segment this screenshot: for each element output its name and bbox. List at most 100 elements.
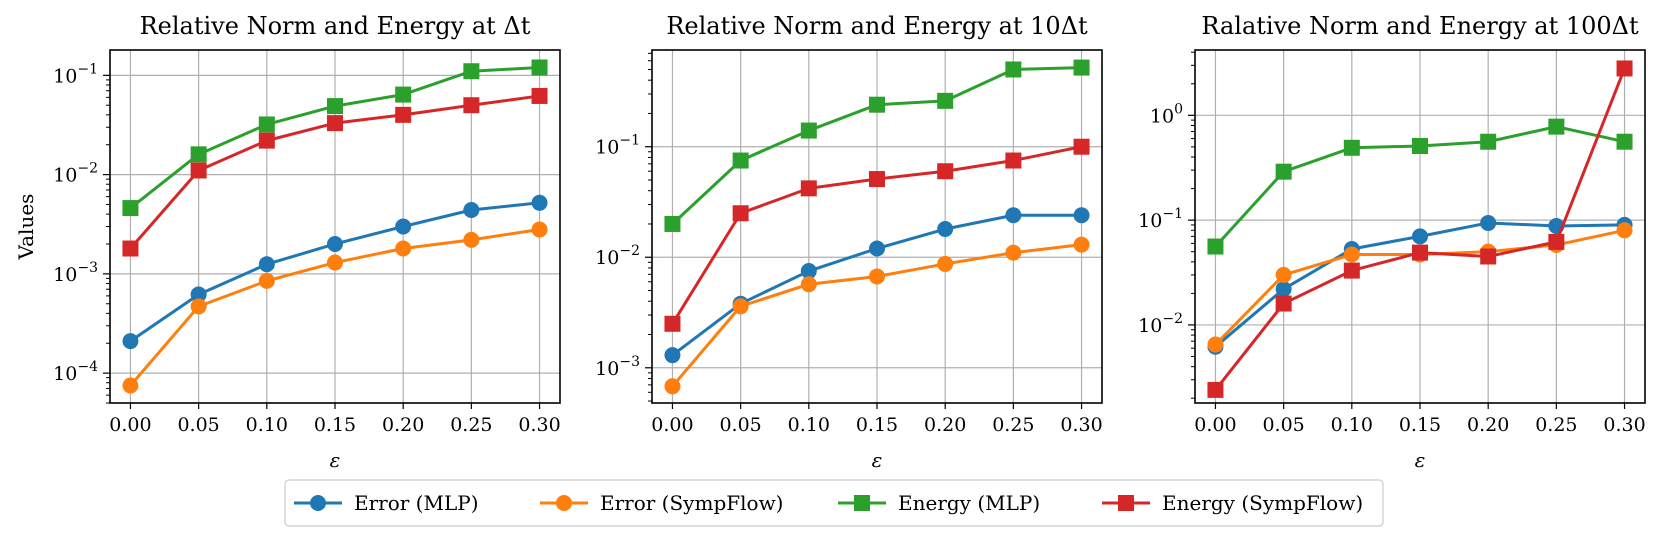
data-point — [937, 221, 954, 238]
data-point — [869, 171, 885, 188]
data-point — [664, 215, 681, 232]
x-tick-label: 0.20 — [1467, 414, 1509, 436]
data-point — [1480, 214, 1497, 231]
legend-label-error-sympflow: Error (SympFlow) — [600, 491, 784, 515]
series-energy-mlp — [122, 59, 548, 217]
data-point — [937, 92, 954, 109]
data-point — [1005, 244, 1022, 261]
data-point — [1275, 266, 1292, 283]
data-point — [1073, 59, 1090, 76]
x-tick-label: 0.10 — [246, 414, 288, 436]
x-tick-label: 0.25 — [1535, 414, 1577, 436]
chart-panel-2: 0.00 0.05 0.10 0.15 0.20 0.25 0.30 10−3 10−2 10−1… — [595, 12, 1103, 472]
data-point — [531, 221, 548, 238]
data-point — [1207, 381, 1224, 398]
data-point — [463, 201, 480, 218]
legend-frame — [284, 479, 1384, 527]
x-axis-label: ε — [872, 448, 883, 472]
data-point — [327, 115, 343, 132]
data-point — [732, 152, 749, 169]
data-point — [800, 122, 817, 139]
data-point — [869, 268, 885, 285]
data-point — [1412, 244, 1428, 261]
chart-panel-1: 0.00 0.05 0.10 0.15 0.20 0.25 0.30 10−4 10−3 10−2… — [14, 12, 561, 472]
data-point — [258, 116, 275, 133]
y-tick-label: 10−1 — [595, 133, 640, 159]
y-tick-label: 10−1 — [1138, 206, 1183, 232]
x-tick-label: 0.05 — [1262, 414, 1304, 436]
legend-label-error-mlp: Error (MLP) — [354, 491, 479, 515]
x-tick-label: 0.30 — [518, 414, 560, 436]
y-tick-label: 100 — [1150, 101, 1183, 127]
data-point — [463, 97, 480, 114]
data-point — [258, 272, 275, 289]
y-tick-label: 10−3 — [53, 260, 98, 286]
series-error-sympflow — [664, 236, 1090, 395]
y-tick-label: 10−4 — [53, 359, 98, 385]
data-point — [1207, 336, 1224, 353]
x-axis-label: ε — [330, 448, 341, 472]
data-point — [800, 276, 817, 293]
data-point — [122, 240, 139, 257]
data-point — [531, 194, 548, 211]
x-tick-label: 0.25 — [450, 414, 492, 436]
data-point — [1005, 61, 1022, 78]
data-point — [869, 96, 885, 113]
legend-item-energy-mlp: Energy (MLP) — [838, 491, 1040, 515]
data-point — [395, 106, 412, 123]
data-point — [1616, 222, 1633, 239]
data-point — [1616, 133, 1633, 150]
data-point — [1616, 60, 1633, 77]
legend-marker-energy-mlp — [854, 495, 870, 511]
data-point — [258, 256, 275, 273]
data-point — [122, 377, 139, 394]
axes-frame — [651, 49, 1103, 404]
axes-frame — [109, 49, 561, 404]
data-point — [1548, 118, 1565, 135]
x-tick-label: 0.25 — [992, 414, 1034, 436]
chart-panels: 0.00 0.05 0.10 0.15 0.20 0.25 0.30 10−4 10−3 10−2… — [14, 12, 1646, 472]
data-point — [664, 378, 681, 395]
data-point — [1005, 152, 1022, 169]
data-point — [1480, 133, 1497, 150]
series-energy-sympflow — [122, 87, 548, 257]
data-point — [1073, 138, 1090, 155]
data-point — [190, 298, 207, 315]
data-point — [800, 263, 817, 280]
legend-item-error-sympflow: Error (SympFlow) — [540, 491, 784, 515]
x-tick-label: 0.20 — [382, 414, 424, 436]
data-point — [327, 254, 343, 271]
data-point — [1412, 228, 1428, 245]
data-point — [937, 255, 954, 272]
legend-item-error-mlp: Error (MLP) — [294, 491, 479, 515]
series-error-sympflow — [122, 221, 548, 394]
x-tick-label: 0.30 — [1603, 414, 1645, 436]
data-point — [869, 240, 885, 257]
data-point — [1480, 248, 1497, 265]
y-tick-label: 10−3 — [595, 354, 640, 380]
y-tick-label: 10−2 — [53, 161, 98, 187]
data-point — [190, 286, 207, 303]
data-point — [327, 235, 343, 252]
data-point — [190, 162, 207, 179]
data-point — [327, 98, 343, 115]
data-point — [1275, 295, 1292, 312]
data-point — [1073, 236, 1090, 253]
y-tick-label: 10−2 — [595, 243, 640, 269]
data-point — [1275, 281, 1292, 298]
legend-marker-energy-sympflow — [1118, 495, 1134, 511]
legend-item-energy-sympflow: Energy (SympFlow) — [1102, 491, 1363, 515]
data-point — [732, 205, 749, 222]
data-point — [1343, 262, 1360, 279]
data-point — [664, 347, 681, 364]
data-point — [732, 298, 749, 315]
data-point — [1343, 246, 1360, 263]
data-point — [395, 86, 412, 103]
data-point — [1275, 163, 1292, 180]
x-axis-label: ε — [1415, 448, 1426, 472]
chart-title: Ralative Norm and Energy at 100Δt — [1201, 12, 1639, 40]
data-point — [122, 333, 139, 350]
y-tick-label: 10−1 — [53, 61, 98, 87]
series-energy-sympflow — [664, 138, 1090, 332]
